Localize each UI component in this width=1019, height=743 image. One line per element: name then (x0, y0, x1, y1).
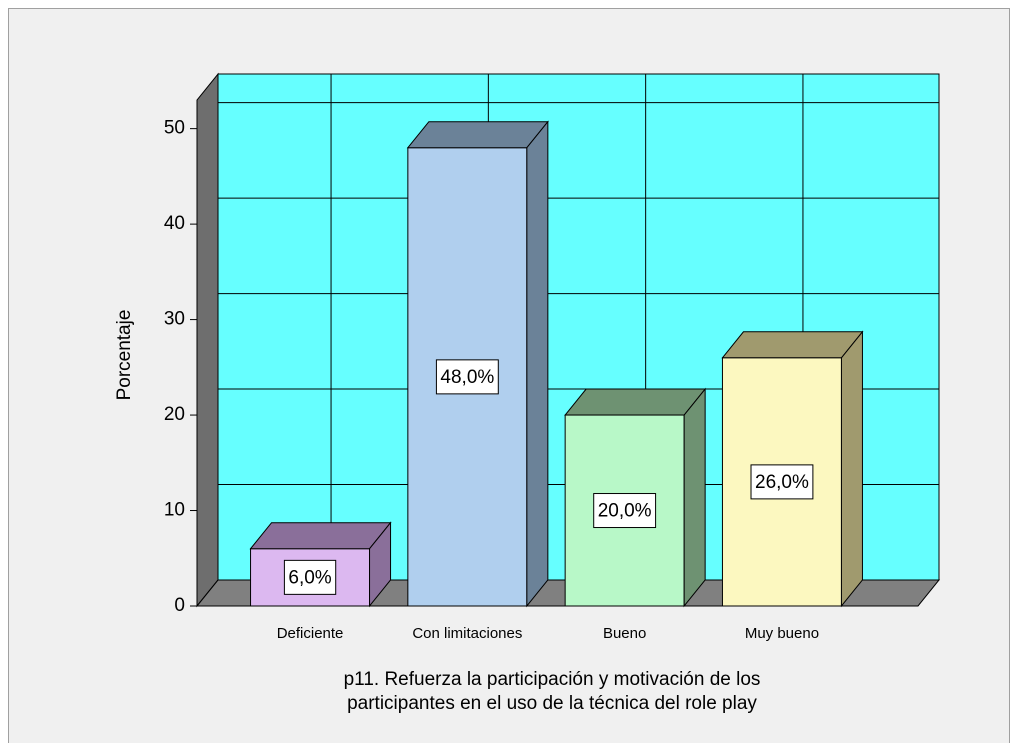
value-label-box (283, 559, 337, 595)
bar-side (840, 330, 863, 608)
value-label: 20,0% (598, 501, 652, 522)
y-tick-label: 20 (164, 404, 185, 425)
value-label: 26,0% (755, 472, 809, 493)
x-tick-label: Con limitaciones (412, 625, 522, 642)
y-tick-label: 40 (164, 213, 185, 234)
bar-top (249, 522, 392, 550)
left-wall (196, 72, 219, 608)
value-label-box (593, 493, 657, 529)
value-label: 48,0% (440, 367, 494, 388)
y-tick-label: 50 (164, 118, 185, 139)
x-axis-label: participantes en el uso de la técnica de… (347, 693, 757, 714)
x-tick-label: Deficiente (277, 625, 344, 642)
y-tick-label: 10 (164, 500, 185, 521)
bar-side (369, 521, 392, 608)
y-tick-label: 30 (164, 309, 185, 330)
bar-top (564, 388, 707, 416)
bar-top (406, 121, 549, 149)
x-tick-label: Muy bueno (745, 625, 819, 642)
value-label-box (750, 464, 814, 500)
value-label-box (435, 359, 499, 395)
value-label: 6,0% (288, 567, 331, 588)
x-axis-label: p11. Refuerza la participación y motivac… (344, 669, 761, 690)
y-axis-label: Porcentaje (114, 310, 135, 401)
bar-side (526, 120, 549, 608)
bar-side (683, 387, 706, 608)
bar-top (721, 331, 864, 359)
x-tick-label: Bueno (603, 625, 646, 642)
y-tick-label: 0 (174, 595, 185, 616)
